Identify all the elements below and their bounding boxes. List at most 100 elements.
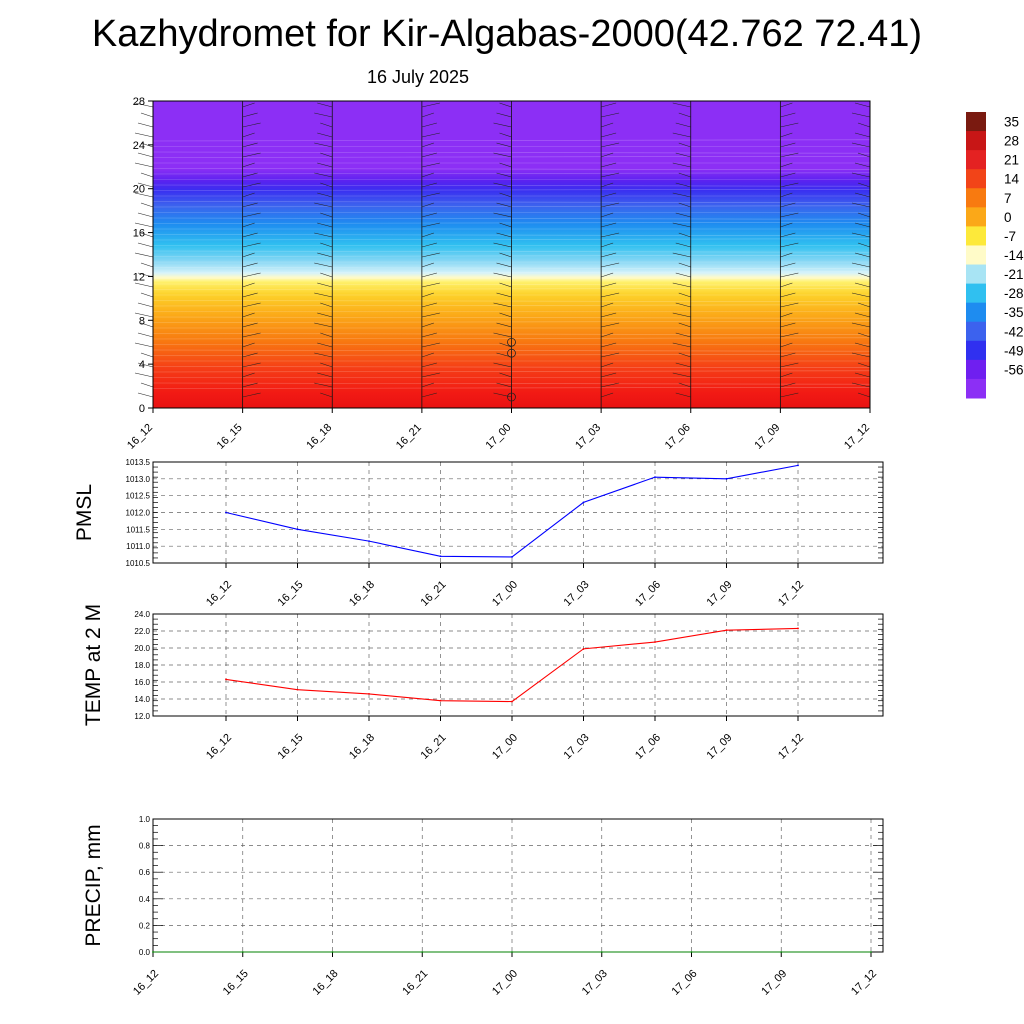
wind-barb	[242, 162, 255, 168]
data-point	[654, 476, 656, 479]
x-tick-label: 17_00	[484, 422, 514, 452]
wind-barb	[601, 312, 617, 318]
wind-barb	[137, 152, 154, 158]
wind-barb	[601, 252, 617, 258]
wind-barb	[675, 242, 691, 248]
wind-barb	[317, 342, 333, 348]
wind-barb	[314, 322, 333, 328]
wind-barb	[857, 272, 871, 278]
x-tick-label: 16_21	[394, 422, 424, 452]
x-tick-label: 16_12	[131, 968, 161, 998]
wind-barb	[317, 372, 333, 378]
wind-barb	[851, 232, 871, 238]
data-point	[511, 951, 513, 953]
x-tick-label: 17_06	[663, 422, 693, 452]
y-tick-label: 22.0	[134, 627, 150, 636]
wind-barb	[140, 232, 154, 238]
wind-barb	[421, 162, 440, 168]
colorbar-segment	[966, 264, 986, 285]
data-point	[439, 555, 442, 558]
wind-barb	[857, 212, 871, 218]
y-tick-label: 1012.5	[126, 492, 151, 501]
wind-barb	[780, 302, 799, 308]
wind-barb	[242, 152, 261, 158]
wind-barb	[499, 372, 512, 378]
colorbar-label: -49	[1004, 343, 1024, 358]
wind-barb	[851, 352, 871, 358]
y-axis-label: PMSL	[73, 484, 96, 541]
colorbar-segment	[966, 245, 986, 266]
wind-barb	[134, 312, 154, 318]
wind-barb	[242, 352, 258, 358]
wind-barb	[317, 312, 333, 318]
wind-barb	[314, 292, 333, 298]
wind-barb	[672, 192, 691, 198]
wind-barb	[601, 232, 620, 238]
wind-barb	[493, 302, 512, 308]
wind-barb	[137, 212, 154, 218]
data-point	[152, 951, 154, 953]
wind-barb	[242, 242, 261, 248]
wind-barb	[601, 292, 620, 298]
wind-barb	[678, 142, 691, 148]
y-tick-label: 1013.5	[126, 458, 151, 467]
wind-barb	[421, 202, 434, 208]
wind-barb	[499, 192, 512, 198]
colorbar-label: 0	[1004, 210, 1012, 225]
wind-barb	[780, 312, 793, 318]
wind-barb	[421, 362, 437, 368]
wind-barb	[675, 152, 691, 158]
colorbar-label: -28	[1004, 286, 1024, 301]
x-tick-label: 17_00	[490, 968, 520, 998]
wind-barb	[780, 172, 796, 178]
wind-barb	[242, 302, 261, 308]
x-tick-label: 17_06	[633, 579, 663, 609]
wind-barb	[601, 152, 614, 158]
x-tick-label: 16_15	[276, 579, 306, 609]
y-tick-label: 0.8	[139, 842, 151, 851]
wind-barb	[314, 202, 333, 208]
data-point	[296, 688, 299, 691]
colorbar-segment	[966, 112, 986, 132]
wind-barb	[678, 292, 691, 298]
wind-barb	[601, 362, 614, 368]
wind-barb	[857, 182, 871, 188]
wind-barb	[857, 332, 871, 338]
wind-barb	[780, 142, 796, 148]
x-tick-label: 17_12	[842, 422, 872, 452]
wind-barb	[854, 282, 871, 288]
x-tick-label: 16_21	[400, 968, 430, 998]
wind-barb	[675, 122, 691, 128]
wind-barb	[421, 372, 440, 378]
wind-barb	[675, 212, 691, 218]
wind-barb	[780, 232, 796, 238]
wind-barb	[140, 202, 154, 208]
colorbar-label: 28	[1004, 134, 1019, 149]
colorbar-segment	[966, 340, 986, 361]
x-tick-label: 17_09	[759, 968, 789, 998]
y-tick-label: 1013.0	[126, 475, 151, 484]
wind-barb	[493, 362, 512, 368]
wind-barb	[672, 102, 691, 108]
x-tick-label: 17_03	[562, 732, 592, 762]
y-tick-label: 16	[133, 228, 145, 240]
wind-barb	[320, 152, 333, 158]
x-tick-label: 16_18	[304, 422, 334, 452]
colorbar-segment	[966, 302, 986, 323]
wind-barb	[675, 332, 691, 338]
data-point	[725, 629, 728, 632]
colorbar-label: 14	[1004, 172, 1020, 187]
colorbar-segment	[966, 359, 986, 380]
wind-barb	[140, 292, 154, 298]
wind-barb	[780, 162, 793, 168]
x-tick-label: 16_12	[204, 579, 234, 609]
wind-barb	[421, 342, 440, 348]
wind-barb	[601, 112, 620, 118]
colorbar-segment	[966, 207, 986, 227]
y-tick-label: 18.0	[134, 661, 150, 670]
x-tick-label: 16_18	[347, 579, 377, 609]
wind-barb	[601, 142, 620, 148]
temp-panel: 12.0 14.0 16.0 18.0 20.0 22.0 24.0 16_12 16_15 16…	[82, 604, 884, 762]
wind-barb	[242, 372, 255, 378]
data-point	[225, 678, 227, 681]
